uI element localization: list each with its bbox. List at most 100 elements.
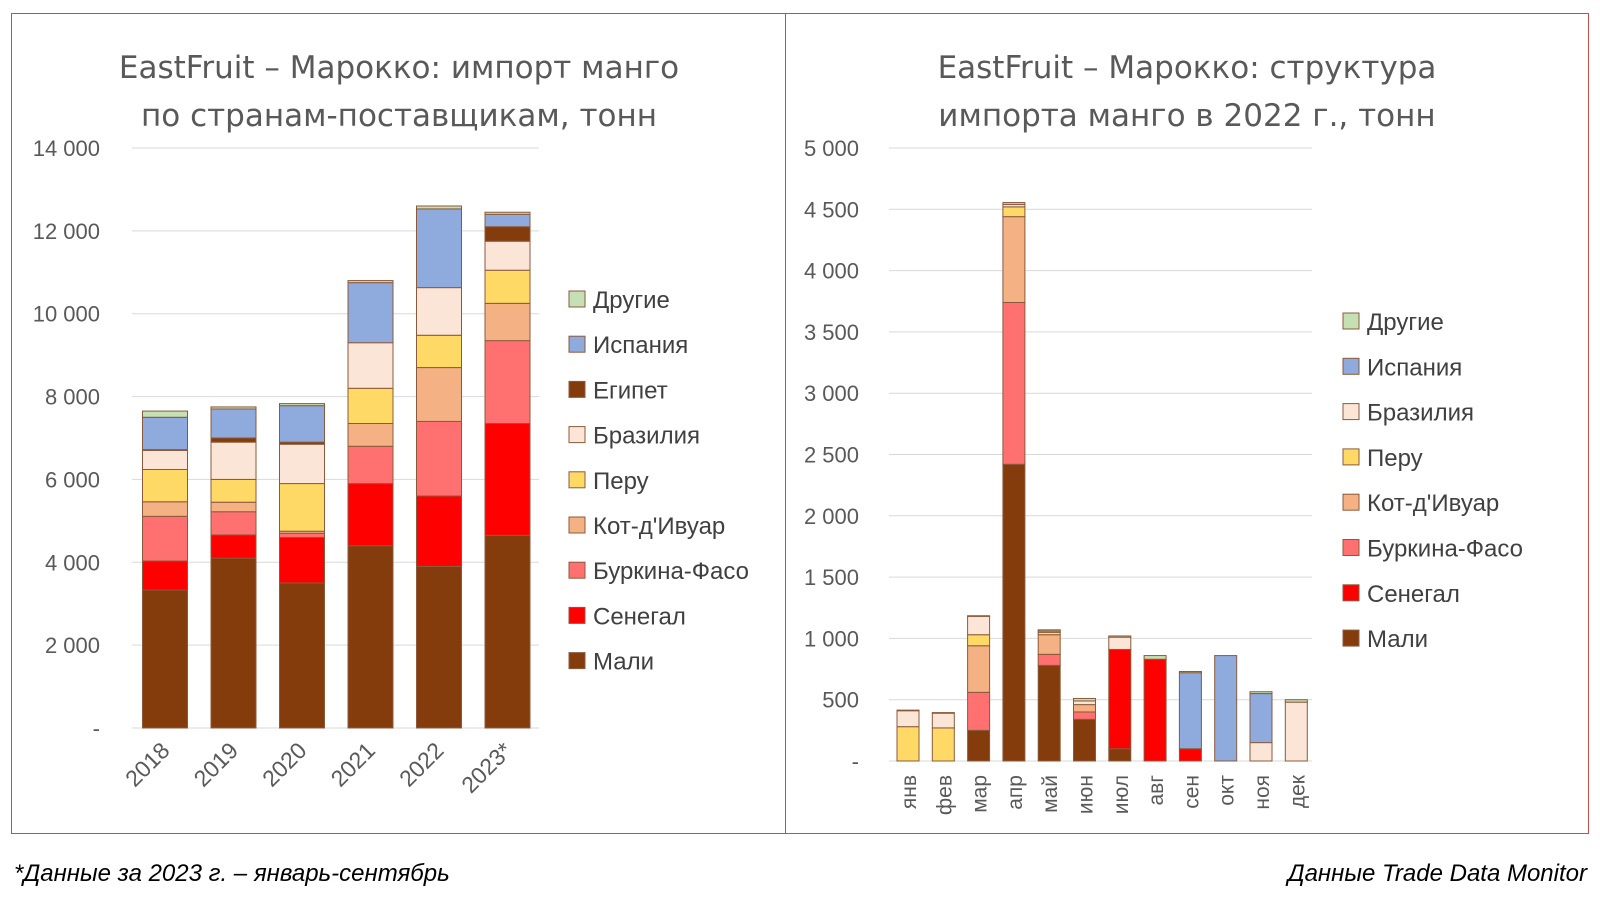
bar-segment-кот-д-ивуар xyxy=(1002,216,1026,303)
legend-label: Бразилия xyxy=(593,423,700,450)
bar-segment-мали xyxy=(967,729,991,762)
bar-segment-сенегал xyxy=(142,560,188,591)
y-tick-label: 6 000 xyxy=(45,467,100,492)
y-tick-label: 500 xyxy=(822,688,859,713)
x-tick-label: июн xyxy=(1075,775,1098,814)
bar-segment-буркина-фасо xyxy=(142,515,188,562)
legend-label: Перу xyxy=(593,468,649,495)
x-tick-label: май xyxy=(1039,775,1062,813)
bar-segment-другие xyxy=(1284,699,1308,703)
bar-segment-другие xyxy=(210,406,257,410)
y-tick-label: 1 000 xyxy=(804,626,859,651)
bar-segment-испания xyxy=(416,208,462,289)
bar-segment-перу xyxy=(347,387,394,424)
legend-label: Буркина-Фасо xyxy=(1367,536,1523,563)
bar-segment-испания xyxy=(1214,655,1238,762)
y-tick-label: 3 500 xyxy=(804,320,859,345)
bar-segment-другие xyxy=(1108,635,1132,638)
legend-swatch-мали xyxy=(568,652,586,670)
bar-segment-другие xyxy=(1073,697,1096,702)
bar-segment-бразилия xyxy=(1108,636,1132,650)
y-tick-label: 2 000 xyxy=(45,633,100,658)
bar-segment-перу xyxy=(931,727,955,762)
y-tick-label: 5 000 xyxy=(804,136,859,161)
legend-label: Египет xyxy=(593,377,668,404)
bar-segment-египет xyxy=(210,437,257,443)
legend-label: Испания xyxy=(593,332,688,359)
bar-segment-буркина-фасо xyxy=(967,691,991,731)
bar-segment-перу xyxy=(279,483,325,532)
y-tick-label: 4 500 xyxy=(804,197,859,222)
bar-segment-буркина-фасо xyxy=(484,340,531,424)
bar-segment-кот-д-ивуар xyxy=(210,501,257,513)
x-tick-label: авг xyxy=(1145,775,1168,806)
y-tick-label: 2 000 xyxy=(804,504,859,529)
y-tick-label: 3 000 xyxy=(804,381,859,406)
x-tick-label: 2021 xyxy=(325,737,380,792)
legend-label: Сенегал xyxy=(593,603,686,630)
bar-segment-испания xyxy=(142,416,188,451)
bar-segment-перу xyxy=(1002,206,1026,218)
bar-segment-мали xyxy=(279,582,325,729)
legend-swatch-перу xyxy=(568,471,586,489)
bar-segment-египет xyxy=(484,226,531,242)
y-tick-label: - xyxy=(852,749,859,774)
bar-segment-испания xyxy=(1178,672,1202,750)
legend-swatch-испания xyxy=(1342,357,1360,375)
legend-swatch-буркина-фасо xyxy=(1342,539,1360,556)
y-tick-label: 14 000 xyxy=(33,136,100,161)
y-tick-label: 8 000 xyxy=(45,385,100,410)
bar-segment-другие xyxy=(279,403,325,407)
bar-segment-сенегал xyxy=(1108,648,1132,750)
bar-segment-бразилия xyxy=(484,240,531,271)
bar-segment-испания xyxy=(347,282,394,344)
bar-segment-мали xyxy=(142,589,188,729)
bar-segment-сенегал xyxy=(210,534,257,559)
legend-label: Мали xyxy=(593,649,654,676)
bar-segment-бразилия xyxy=(967,615,991,636)
x-tick-label: 2018 xyxy=(120,737,175,792)
bar-segment-перу xyxy=(896,726,920,762)
chart-right-plot: - 500 1 000 1 500 2 000 2 500 3 000 3 500 4 000 4… xyxy=(804,136,1523,815)
legend-label: Буркина-Фасо xyxy=(593,558,749,585)
bar-segment-мали xyxy=(1002,463,1026,762)
x-tick-label: сен xyxy=(1180,775,1203,809)
bar-segment-бразилия xyxy=(896,710,920,728)
bar-segment-испания xyxy=(279,405,325,443)
bar-segment-сенегал xyxy=(484,423,531,536)
chart-title: EastFruit – Марокко: импорт манго по стр… xyxy=(12,44,786,140)
legend-swatch-кот-д-ивуар xyxy=(568,516,586,534)
legend-label: Испания xyxy=(1367,354,1462,381)
bar-segment-другие xyxy=(1002,202,1026,205)
bar-segment-другие xyxy=(1249,691,1273,695)
bar-segment-кот-д-ивуар xyxy=(967,645,991,693)
bar-segment-перу xyxy=(967,634,991,647)
bar-segment-буркина-фасо xyxy=(210,511,257,536)
footnote: *Данные за 2023 г. – январь-сентябрь xyxy=(14,860,450,887)
source-note: Данные Trade Data Monitor xyxy=(1287,860,1587,887)
bar-segment-буркина-фасо xyxy=(347,445,394,485)
bar-segment-другие xyxy=(347,280,394,284)
y-tick-label: 12 000 xyxy=(33,219,100,244)
legend-swatch-сенегал xyxy=(1342,584,1360,602)
x-tick-label: мар xyxy=(969,775,992,813)
bar-segment-испания xyxy=(1249,693,1273,744)
legend-swatch-другие xyxy=(1342,312,1360,330)
legend-swatch-мали xyxy=(1342,629,1360,647)
y-tick-label: - xyxy=(93,716,100,741)
legend-label: Бразилия xyxy=(1367,400,1474,427)
legend-label: Перу xyxy=(1367,445,1423,472)
bar-segment-мали xyxy=(210,557,257,729)
legend-swatch-другие xyxy=(568,290,586,308)
bar-segment-сенегал xyxy=(416,495,462,567)
legend-swatch-перу xyxy=(1342,448,1360,466)
bar-segment-мали xyxy=(484,534,531,729)
bar-segment-другие xyxy=(1037,629,1061,632)
legend-swatch-бразилия xyxy=(1342,403,1360,421)
bar-segment-перу xyxy=(416,334,462,369)
bar-segment-сенегал xyxy=(1143,658,1167,762)
bar-segment-буркина-фасо xyxy=(1002,301,1026,465)
chart-panel-left: EastFruit – Марокко: импорт манго по стр… xyxy=(11,13,787,834)
chart-title-line: импорта манго в 2022 г., тонн xyxy=(938,98,1436,134)
x-tick-label: дек xyxy=(1286,774,1309,808)
